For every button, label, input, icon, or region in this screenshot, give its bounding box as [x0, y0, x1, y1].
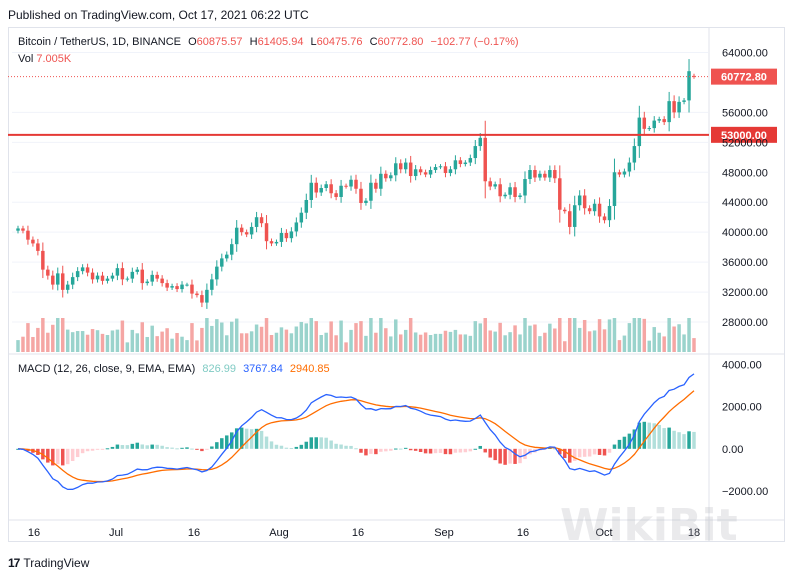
footer: 17 TradingView [8, 556, 89, 570]
macd-title[interactable]: MACD (12, 26, close, 9, EMA, EMA) [18, 363, 196, 375]
change-value: −102.77 (−0.17%) [430, 36, 519, 48]
symbol-title[interactable]: Bitcoin / TetherUS, 1D, BINANCE [18, 36, 182, 48]
open-value: 60875.57 [196, 36, 243, 48]
published-note: Published on TradingView.com, Oct 17, 20… [8, 8, 309, 22]
tradingview-logo-icon[interactable]: 17 [8, 556, 20, 570]
low-value: 60475.76 [316, 36, 363, 48]
macd-line-value: 3767.84 [243, 363, 283, 375]
macd-hist-value: 826.99 [202, 363, 236, 375]
high-label: H [249, 36, 258, 48]
macd-signal-value: 2940.85 [289, 363, 330, 375]
volume-legend: Vol 7.005K [18, 53, 71, 65]
volume-label[interactable]: Vol [18, 53, 34, 65]
macd-legend: MACD (12, 26, close, 9, EMA, EMA) 826.99… [18, 363, 330, 375]
symbol-legend: Bitcoin / TetherUS, 1D, BINANCE O60875.5… [18, 36, 523, 48]
volume-value: 7.005K [36, 53, 72, 65]
watermark-logo: WikiBit [560, 500, 738, 551]
close-value: 60772.80 [377, 36, 424, 48]
chart-frame [8, 27, 785, 542]
footer-brand[interactable]: TradingView [23, 556, 90, 570]
low-label: L [310, 36, 317, 48]
close-label: C [369, 36, 378, 48]
high-value: 61405.94 [257, 36, 304, 48]
open-label: O [188, 36, 197, 48]
